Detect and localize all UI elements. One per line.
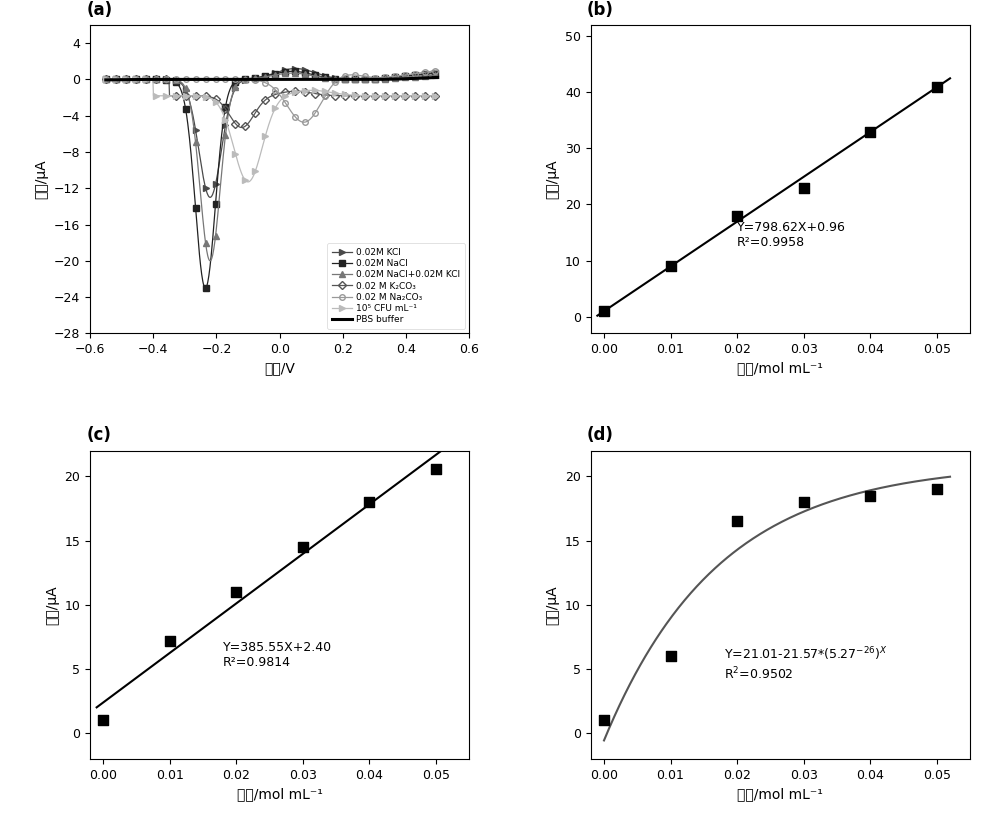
Point (361, 495, 377, 509)
Point (295, 540, 311, 554)
Text: Y=21.01-21.57*(5.27$^{-26}$)$^X$
R$^2$=0.9502: Y=21.01-21.57*(5.27$^{-26}$)$^X$ R$^2$=0… (724, 645, 888, 682)
Point (95, 714, 111, 727)
Point (929, 80, 945, 93)
X-axis label: 浓度/mol mL⁻¹: 浓度/mol mL⁻¹ (237, 787, 323, 801)
X-axis label: 浓度/mol mL⁻¹: 浓度/mol mL⁻¹ (737, 362, 823, 375)
Point (862, 489, 878, 502)
Y-axis label: 电流/μA: 电流/μA (546, 585, 560, 625)
Y-axis label: 电流/μA: 电流/μA (45, 585, 59, 625)
X-axis label: 电势/V: 电势/V (264, 362, 295, 375)
Point (796, 181, 812, 194)
Text: (a): (a) (86, 1, 112, 19)
Point (596, 714, 612, 727)
Point (596, 304, 612, 318)
Point (663, 650, 679, 663)
Point (796, 495, 812, 509)
Y-axis label: 电流/μA: 电流/μA (545, 159, 559, 199)
Text: Y=385.55X+2.40
R²=0.9814: Y=385.55X+2.40 R²=0.9814 (223, 641, 332, 669)
Text: (c): (c) (86, 426, 111, 445)
Point (929, 482, 945, 495)
Text: (d): (d) (587, 426, 614, 445)
Point (228, 585, 244, 599)
X-axis label: 浓度/mol mL⁻¹: 浓度/mol mL⁻¹ (737, 787, 823, 801)
Legend: 0.02M KCl, 0.02M NaCl, 0.02M NaCl+0.02M KCl, 0.02 M K₂CO₃, 0.02 M Na₂CO₃, 10⁵ CF: 0.02M KCl, 0.02M NaCl, 0.02M NaCl+0.02M … (327, 244, 465, 329)
Text: (b): (b) (587, 1, 614, 19)
Point (663, 259, 679, 273)
Point (729, 209, 745, 223)
Y-axis label: 电流/μA: 电流/μA (34, 159, 48, 199)
Point (428, 462, 444, 475)
Point (162, 634, 178, 647)
Point (729, 515, 745, 528)
Text: Y=798.62X+0.96
R²=0.9958: Y=798.62X+0.96 R²=0.9958 (737, 221, 846, 249)
Point (862, 125, 878, 138)
